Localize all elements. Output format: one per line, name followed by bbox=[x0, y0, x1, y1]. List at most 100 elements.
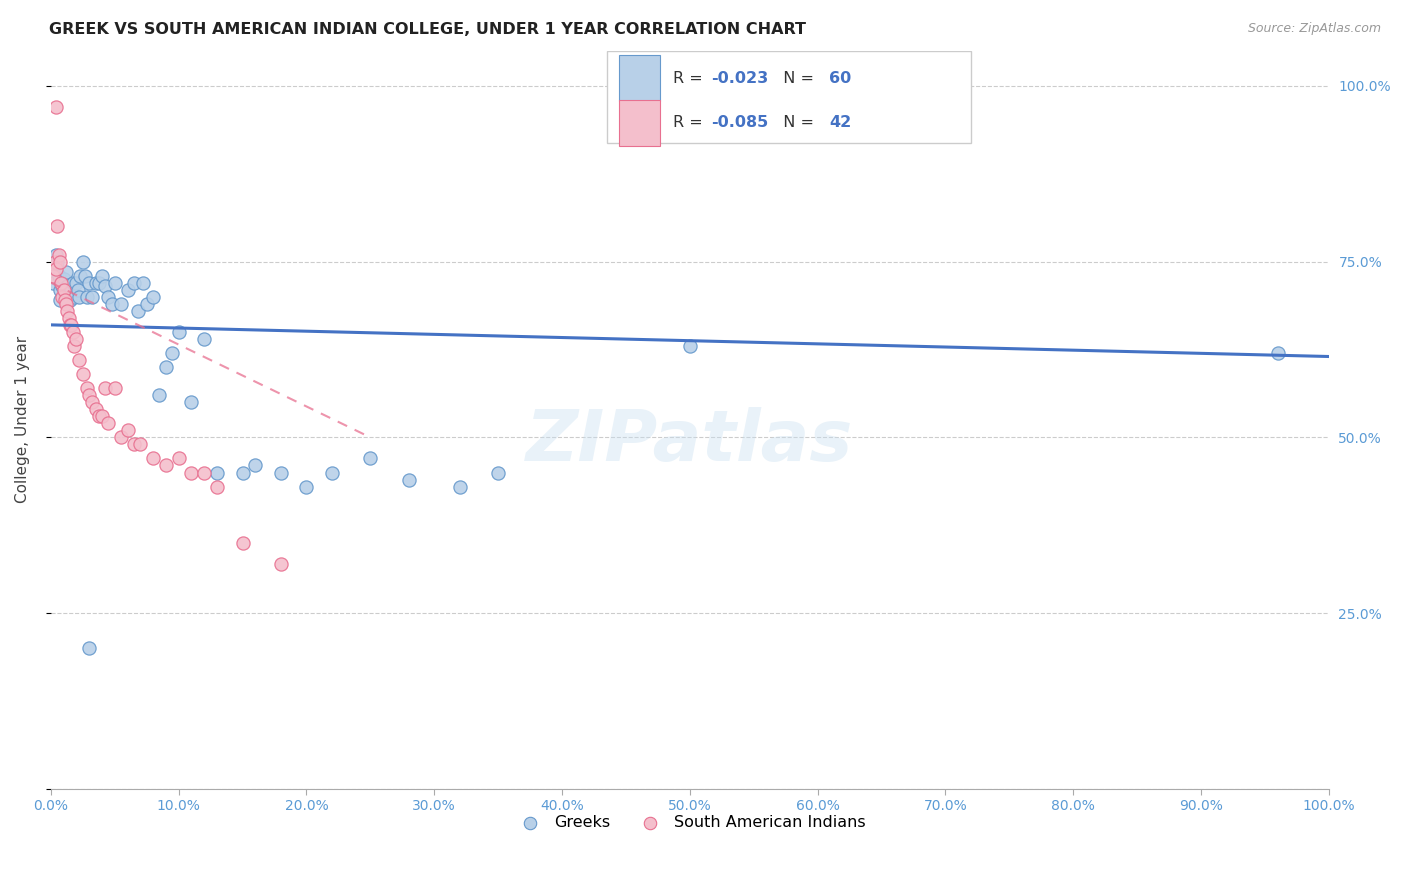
FancyBboxPatch shape bbox=[620, 100, 661, 145]
Point bbox=[58, 286, 80, 301]
Point bbox=[231, 466, 253, 480]
Point bbox=[245, 458, 267, 473]
Point bbox=[65, 332, 87, 346]
Point bbox=[67, 290, 90, 304]
Point bbox=[142, 451, 165, 466]
Point bbox=[44, 261, 66, 276]
Point bbox=[51, 279, 73, 293]
Text: Source: ZipAtlas.com: Source: ZipAtlas.com bbox=[1247, 22, 1381, 36]
Point bbox=[97, 290, 120, 304]
Point bbox=[122, 437, 145, 451]
Point bbox=[62, 325, 84, 339]
Point bbox=[93, 381, 115, 395]
Point bbox=[76, 381, 98, 395]
Point bbox=[51, 290, 73, 304]
Point bbox=[44, 254, 66, 268]
Point bbox=[42, 276, 65, 290]
Text: GREEK VS SOUTH AMERICAN INDIAN COLLEGE, UNDER 1 YEAR CORRELATION CHART: GREEK VS SOUTH AMERICAN INDIAN COLLEGE, … bbox=[49, 22, 806, 37]
Point bbox=[193, 332, 215, 346]
FancyBboxPatch shape bbox=[606, 51, 972, 143]
Point bbox=[49, 276, 72, 290]
Point bbox=[77, 641, 100, 656]
Point bbox=[59, 318, 82, 332]
Point bbox=[66, 283, 89, 297]
Point bbox=[53, 290, 76, 304]
Text: 60: 60 bbox=[830, 70, 851, 86]
Text: N =: N = bbox=[773, 115, 818, 130]
Point bbox=[45, 261, 67, 276]
Point bbox=[49, 283, 72, 297]
Point bbox=[110, 297, 132, 311]
Point bbox=[76, 290, 98, 304]
Point bbox=[295, 479, 318, 493]
Point bbox=[270, 466, 292, 480]
Point bbox=[180, 466, 202, 480]
Point bbox=[97, 417, 120, 431]
Point bbox=[122, 276, 145, 290]
Point bbox=[65, 276, 87, 290]
Point bbox=[160, 346, 183, 360]
Point bbox=[679, 339, 702, 353]
Point bbox=[60, 318, 83, 332]
Text: -0.023: -0.023 bbox=[711, 70, 769, 86]
Point bbox=[449, 479, 471, 493]
Point bbox=[56, 303, 79, 318]
FancyBboxPatch shape bbox=[620, 55, 661, 102]
Point bbox=[205, 466, 228, 480]
Point bbox=[63, 290, 86, 304]
Point bbox=[104, 381, 127, 395]
Point bbox=[167, 325, 190, 339]
Point bbox=[486, 466, 509, 480]
Point bbox=[101, 297, 124, 311]
Point bbox=[205, 479, 228, 493]
Point bbox=[46, 219, 69, 234]
Point bbox=[56, 279, 79, 293]
Point bbox=[42, 268, 65, 283]
Point bbox=[1267, 346, 1289, 360]
Text: 42: 42 bbox=[830, 115, 851, 130]
Point bbox=[52, 283, 75, 297]
Point bbox=[84, 276, 107, 290]
Point bbox=[72, 254, 94, 268]
Point bbox=[117, 423, 139, 437]
Point bbox=[67, 353, 90, 368]
Point bbox=[180, 395, 202, 409]
Point bbox=[193, 466, 215, 480]
Text: -0.085: -0.085 bbox=[711, 115, 769, 130]
Point bbox=[69, 268, 91, 283]
Point bbox=[55, 297, 77, 311]
Point bbox=[231, 536, 253, 550]
Point bbox=[80, 290, 103, 304]
Point bbox=[49, 293, 72, 308]
Point bbox=[129, 437, 152, 451]
Text: R =: R = bbox=[673, 115, 709, 130]
Point bbox=[270, 557, 292, 571]
Point bbox=[167, 451, 190, 466]
Point bbox=[91, 268, 114, 283]
Point bbox=[89, 409, 111, 424]
Point bbox=[155, 458, 177, 473]
Point bbox=[48, 247, 70, 261]
Point bbox=[135, 297, 157, 311]
Point bbox=[110, 430, 132, 444]
Point bbox=[55, 265, 77, 279]
Point bbox=[45, 100, 67, 114]
Point bbox=[59, 293, 82, 308]
Point bbox=[72, 367, 94, 381]
Point bbox=[75, 268, 97, 283]
Point bbox=[104, 276, 127, 290]
Point bbox=[52, 272, 75, 286]
Point bbox=[89, 276, 111, 290]
Point bbox=[117, 283, 139, 297]
Point bbox=[77, 276, 100, 290]
Text: ZIPatlas: ZIPatlas bbox=[526, 408, 853, 476]
Point bbox=[77, 388, 100, 402]
Point bbox=[359, 451, 381, 466]
Point bbox=[155, 359, 177, 374]
Text: N =: N = bbox=[773, 70, 818, 86]
Point bbox=[48, 268, 70, 283]
Point bbox=[45, 247, 67, 261]
Legend: Greeks, South American Indians: Greeks, South American Indians bbox=[508, 808, 872, 837]
Point bbox=[132, 276, 155, 290]
Point bbox=[58, 310, 80, 325]
